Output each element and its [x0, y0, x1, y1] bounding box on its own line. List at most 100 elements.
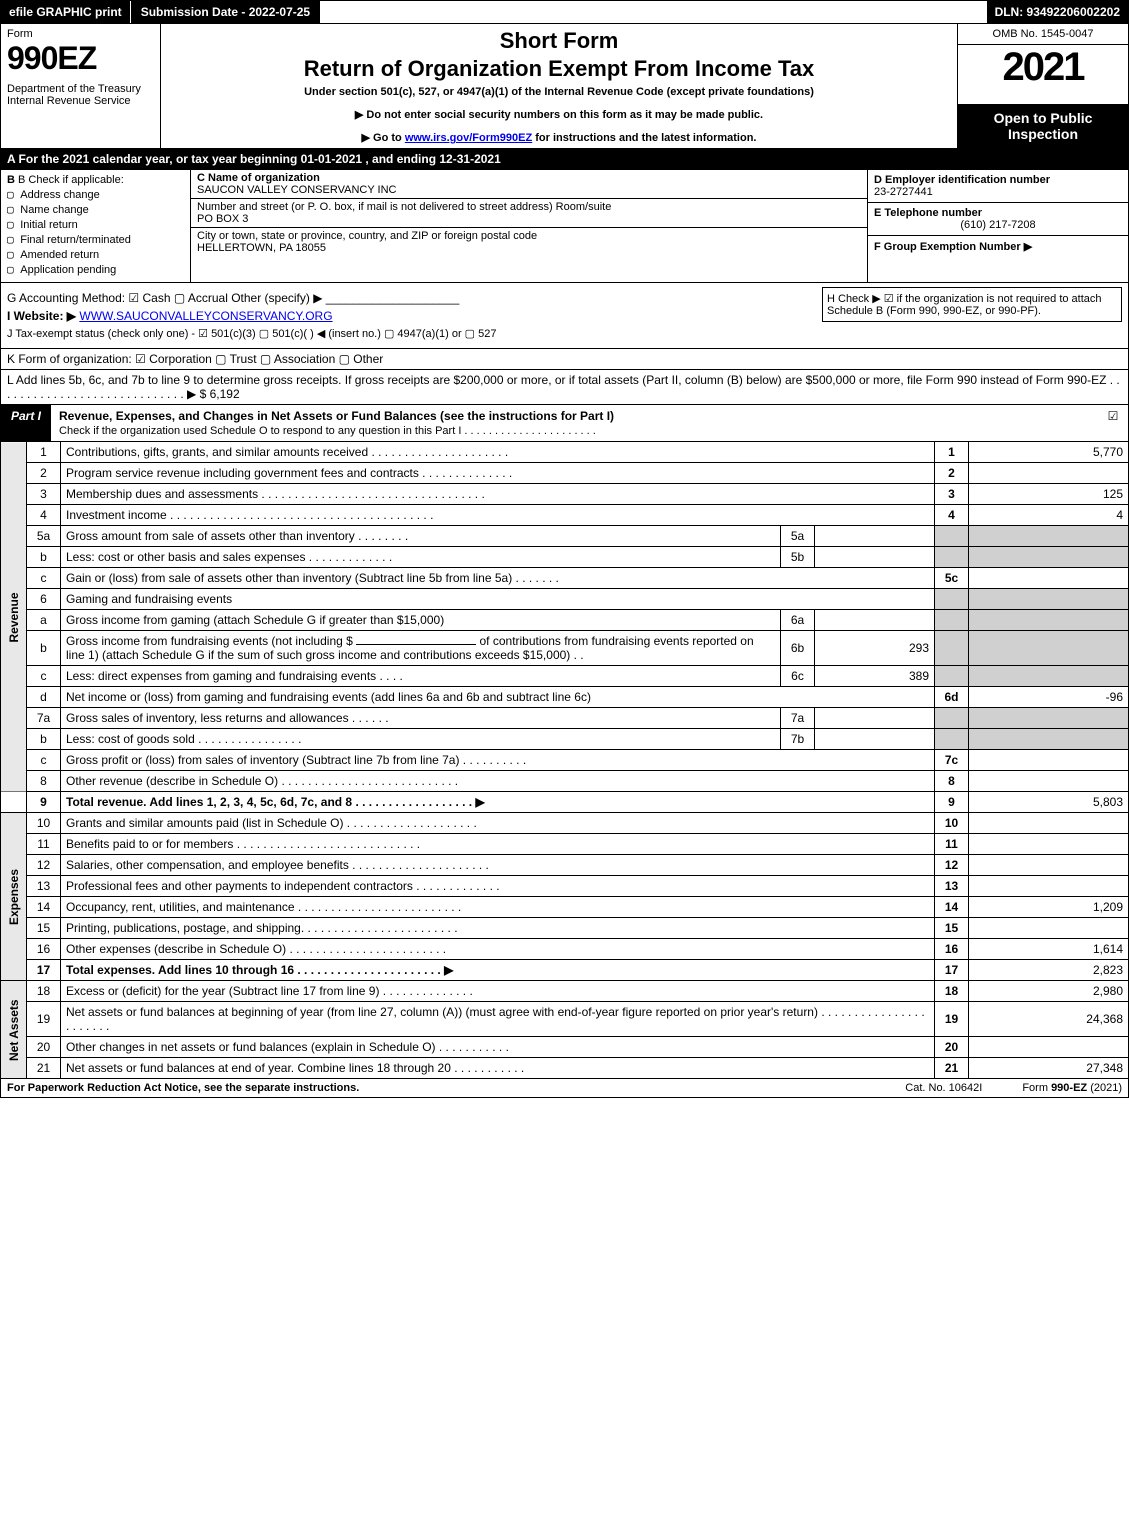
efile-print[interactable]: efile GRAPHIC print [1, 1, 131, 23]
line-6d: d Net income or (loss) from gaming and f… [1, 687, 1129, 708]
org-name: SAUCON VALLEY CONSERVANCY INC [197, 184, 397, 196]
ln19-col: 19 [935, 1002, 969, 1037]
ln10-no: 10 [27, 813, 61, 834]
ln5c-val [969, 568, 1129, 589]
short-form-title: Short Form [169, 28, 949, 54]
ln18-val: 2,980 [969, 981, 1129, 1002]
chk-application-pending[interactable]: Application pending [7, 263, 184, 276]
chk-initial-return[interactable]: Initial return [7, 218, 184, 231]
row-a-calendar-year: A For the 2021 calendar year, or tax yea… [0, 149, 1129, 170]
ln10-col: 10 [935, 813, 969, 834]
ln16-val: 1,614 [969, 939, 1129, 960]
chk-address-change[interactable]: Address change [7, 188, 184, 201]
ln11-val [969, 834, 1129, 855]
ln21-desc: Net assets or fund balances at end of ye… [61, 1058, 935, 1079]
ln7b-desc: Less: cost of goods sold . . . . . . . .… [61, 729, 781, 750]
ln18-desc: Excess or (deficit) for the year (Subtra… [61, 981, 935, 1002]
ln8-no: 8 [27, 771, 61, 792]
ln5c-col: 5c [935, 568, 969, 589]
ln13-val [969, 876, 1129, 897]
ln6d-val: -96 [969, 687, 1129, 708]
ln6d-no: d [27, 687, 61, 708]
line-12: 12 Salaries, other compensation, and emp… [1, 855, 1129, 876]
ln20-col: 20 [935, 1037, 969, 1058]
section-def: D Employer identification number 23-2727… [868, 170, 1128, 282]
ln9-val: 5,803 [969, 792, 1129, 813]
f-label: F Group Exemption Number ▶ [874, 241, 1032, 253]
ln17-no: 17 [27, 960, 61, 981]
ln21-val: 27,348 [969, 1058, 1129, 1079]
ln13-col: 13 [935, 876, 969, 897]
ln4-no: 4 [27, 505, 61, 526]
side-revenue: Revenue [1, 442, 27, 792]
ln17-desc-text: Total expenses. Add lines 10 through 16 … [66, 963, 453, 977]
ln7a-sub: 7a [781, 708, 815, 729]
line-13: 13 Professional fees and other payments … [1, 876, 1129, 897]
section-ghij: H Check ▶ ☑ if the organization is not r… [0, 283, 1129, 349]
ln5b-desc: Less: cost or other basis and sales expe… [61, 547, 781, 568]
line-19: 19 Net assets or fund balances at beginn… [1, 1002, 1129, 1037]
form-label: Form [7, 28, 154, 40]
ln4-val: 4 [969, 505, 1129, 526]
line-21: 21 Net assets or fund balances at end of… [1, 1058, 1129, 1079]
tax-year: 2021 [958, 45, 1128, 104]
submission-date: Submission Date - 2022-07-25 [131, 1, 320, 23]
goto-suffix: for instructions and the latest informat… [535, 132, 756, 144]
top-bar: efile GRAPHIC print Submission Date - 20… [0, 0, 1129, 24]
ln1-no: 1 [27, 442, 61, 463]
b-label: B B Check if applicable: [7, 174, 184, 186]
part1-checkbox[interactable]: ☑ [1098, 405, 1128, 441]
line-14: 14 Occupancy, rent, utilities, and maint… [1, 897, 1129, 918]
ln18-col: 18 [935, 981, 969, 1002]
ln7b-sub: 7b [781, 729, 815, 750]
ln7c-desc: Gross profit or (loss) from sales of inv… [61, 750, 935, 771]
ln12-desc: Salaries, other compensation, and employ… [61, 855, 935, 876]
ln10-desc: Grants and similar amounts paid (list in… [61, 813, 935, 834]
ln6c-shade1 [935, 666, 969, 687]
header-right: OMB No. 1545-0047 2021 Open to Public In… [958, 24, 1128, 148]
side-expenses: Expenses [1, 813, 27, 981]
j-tax-exempt: J Tax-exempt status (check only one) - ☑… [7, 327, 1122, 340]
ln2-no: 2 [27, 463, 61, 484]
row-l: L Add lines 5b, 6c, and 7b to line 9 to … [0, 370, 1129, 405]
c-city-row: City or town, state or province, country… [191, 228, 867, 256]
ln16-col: 16 [935, 939, 969, 960]
part1-table: Revenue 1 Contributions, gifts, grants, … [0, 442, 1129, 1079]
ln3-no: 3 [27, 484, 61, 505]
ln6a-no: a [27, 610, 61, 631]
part1-subtitle: Check if the organization used Schedule … [59, 425, 596, 437]
ln6d-desc: Net income or (loss) from gaming and fun… [61, 687, 935, 708]
c-addr-row: Number and street (or P. O. box, if mail… [191, 199, 867, 228]
chk-name-change[interactable]: Name change [7, 203, 184, 216]
ln12-val [969, 855, 1129, 876]
ln5a-shade1 [935, 526, 969, 547]
line-5a: 5a Gross amount from sale of assets othe… [1, 526, 1129, 547]
ln10-val [969, 813, 1129, 834]
line-6b: b Gross income from fundraising events (… [1, 631, 1129, 666]
ln5b-sub: 5b [781, 547, 815, 568]
line-10: Expenses 10 Grants and similar amounts p… [1, 813, 1129, 834]
c-label: C Name of organization [197, 172, 320, 184]
ln6b-desc: Gross income from fundraising events (no… [61, 631, 781, 666]
ln11-no: 11 [27, 834, 61, 855]
ln19-desc: Net assets or fund balances at beginning… [61, 1002, 935, 1037]
part1-title: Revenue, Expenses, and Changes in Net As… [51, 405, 1098, 441]
ln8-col: 8 [935, 771, 969, 792]
ln6a-subval [815, 610, 935, 631]
ln7a-shade2 [969, 708, 1129, 729]
ln6b-desc1: Gross income from fundraising events (no… [66, 634, 353, 648]
ln5a-sub: 5a [781, 526, 815, 547]
website-link[interactable]: WWW.SAUCONVALLEYCONSERVANCY.ORG [79, 309, 332, 323]
chk-final-return[interactable]: Final return/terminated [7, 233, 184, 246]
line-7a: 7a Gross sales of inventory, less return… [1, 708, 1129, 729]
irs-link[interactable]: www.irs.gov/Form990EZ [405, 132, 532, 144]
ln13-no: 13 [27, 876, 61, 897]
ln5b-shade1 [935, 547, 969, 568]
line-7b: b Less: cost of goods sold . . . . . . .… [1, 729, 1129, 750]
ln5a-desc: Gross amount from sale of assets other t… [61, 526, 781, 547]
chk-amended-return[interactable]: Amended return [7, 248, 184, 261]
ln7a-desc: Gross sales of inventory, less returns a… [61, 708, 781, 729]
ln16-desc: Other expenses (describe in Schedule O) … [61, 939, 935, 960]
ln5b-shade2 [969, 547, 1129, 568]
line-3: 3 Membership dues and assessments . . . … [1, 484, 1129, 505]
